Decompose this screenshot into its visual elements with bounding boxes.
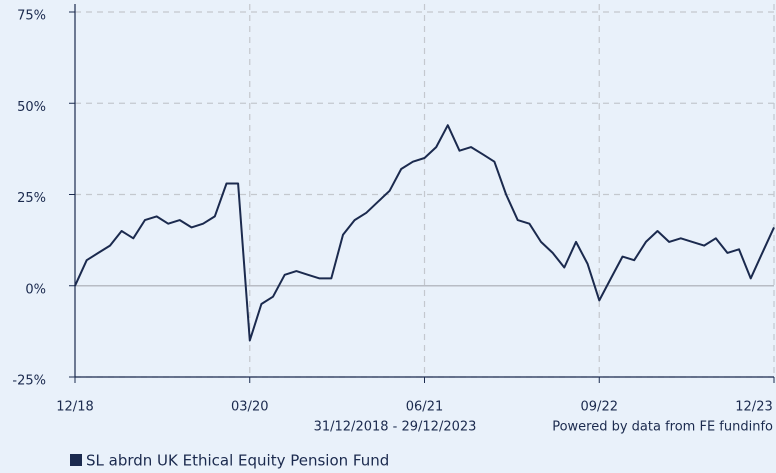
x-tick-label: 06/21 xyxy=(406,400,443,415)
x-tick-label: 09/22 xyxy=(581,400,618,415)
series-line xyxy=(74,124,775,342)
date-range: 31/12/2018 - 29/12/2023 xyxy=(314,420,477,435)
legend-swatch xyxy=(70,454,82,466)
y-tick-label: -25% xyxy=(12,374,46,389)
x-tick-label: 03/20 xyxy=(231,400,268,415)
source-note: Powered by data from FE fundinfo xyxy=(552,420,773,435)
y-tick-label: 50% xyxy=(17,100,46,115)
y-tick-label: 75% xyxy=(17,9,46,24)
x-tick-label: 12/23 xyxy=(735,400,772,415)
y-tick-label: 0% xyxy=(25,282,46,297)
x-tick-label: 12/18 xyxy=(56,400,93,415)
legend-label: SL abrdn UK Ethical Equity Pension Fund xyxy=(86,452,389,470)
y-tick-label: 25% xyxy=(17,191,46,206)
